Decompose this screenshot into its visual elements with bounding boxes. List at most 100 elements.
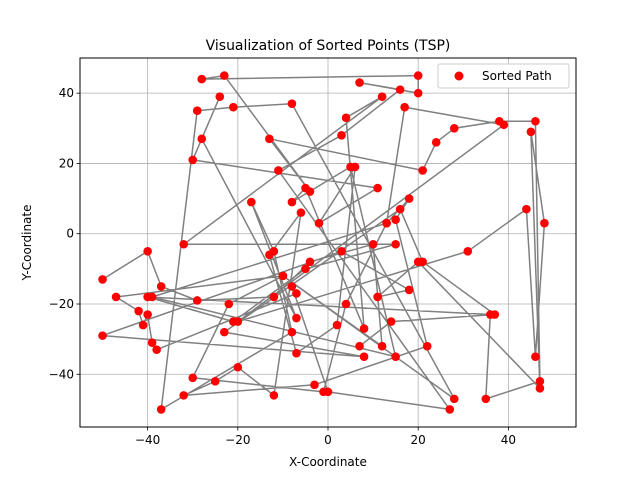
data-point [219,71,229,80]
data-point [111,292,121,302]
data-point [463,246,473,256]
data-point [138,320,148,330]
data-point [531,116,540,126]
data-point [386,317,396,326]
data-point [395,85,405,94]
data-point [287,327,297,337]
data-point [188,373,198,383]
data-point [314,218,324,228]
data-point [287,197,297,207]
data-point [269,391,279,400]
data-point [215,92,225,101]
data-point [535,384,545,393]
data-point [143,310,152,319]
data-point [332,320,342,330]
data-point [269,246,279,256]
data-point [449,394,459,404]
x-tick-label: 20 [411,433,426,447]
data-point [449,123,459,133]
data-point [156,282,166,291]
y-tick-label: 20 [59,156,74,170]
data-point [413,71,423,80]
data-point [535,377,545,386]
data-point [147,338,157,347]
x-tick-label: 0 [324,433,332,447]
data-point [197,134,207,144]
data-point [337,131,346,140]
axis-ticks: −40 −20 0 20 40 −40 −20 0 20 40 [49,86,516,447]
data-point [229,102,238,112]
data-point [233,317,243,326]
data-point [404,194,414,203]
data-point [134,306,143,316]
data-point [431,138,441,147]
data-point [355,78,364,87]
data-point [269,292,279,302]
data-point [98,331,107,340]
y-tick-label: 40 [59,86,74,100]
data-point [301,183,310,193]
data-point [373,292,382,302]
data-point [323,387,333,397]
data-point [292,313,301,323]
y-tick-label: 0 [66,227,74,241]
y-tick-label: −40 [49,367,74,381]
legend-marker [454,71,464,81]
legend: Sorted Path [437,63,570,89]
data-point [292,348,301,358]
data-point [391,352,400,362]
data-point [377,341,387,351]
data-point [373,183,382,193]
data-point [391,239,400,249]
data-point [210,377,220,386]
data-point [531,352,540,362]
chart-title: Visualization of Sorted Points (TSP) [206,38,451,54]
data-point [341,113,351,123]
data-point [404,285,414,295]
data-point [192,106,202,116]
data-point [422,341,432,351]
data-point [219,327,229,337]
data-point [395,204,405,214]
data-point [355,341,364,351]
data-point [346,162,355,172]
data-point [233,362,243,372]
data-point [292,289,301,298]
x-axis-label: X-Coordinate [289,455,367,469]
data-point [287,282,297,291]
data-point [368,239,378,249]
data-point [192,296,202,305]
data-point [274,166,283,175]
data-point [188,155,198,165]
data-point [337,246,346,256]
x-tick-label: 40 [501,433,516,447]
data-point [152,345,161,354]
data-point [522,204,531,214]
legend-box [437,63,570,89]
x-tick-label: −40 [135,433,160,447]
data-point [391,215,400,224]
x-tick-label: −20 [225,433,250,447]
data-point [359,352,369,362]
data-point [526,127,536,137]
data-point [296,208,306,217]
data-point [147,292,157,302]
legend-label: Sorted Path [482,69,552,83]
data-point [382,218,391,228]
data-point [197,74,207,84]
y-axis-label: Y-Coordinate [20,204,34,281]
data-point [143,246,152,256]
data-point [310,380,319,390]
data-point [359,324,369,333]
data-point [179,391,189,400]
y-tick-label: −20 [49,297,74,311]
data-point [490,310,500,319]
data-point [413,88,423,98]
data-point [499,120,509,130]
data-point [287,99,297,108]
data-point [265,134,274,144]
data-point [540,218,549,228]
data-point [156,405,166,414]
data-point [341,299,351,309]
